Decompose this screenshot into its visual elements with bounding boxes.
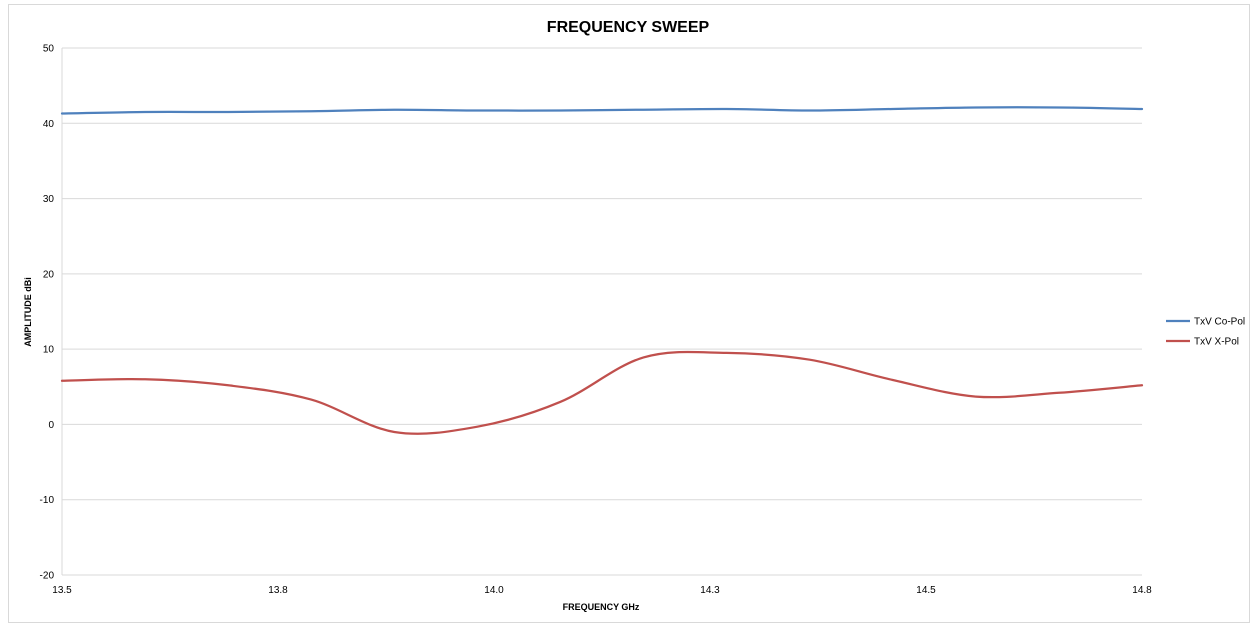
y-tick-label: 20 bbox=[43, 269, 55, 280]
x-tick-label: 13.8 bbox=[268, 585, 288, 596]
y-axis-title: AMPLITUDE dBi bbox=[23, 277, 33, 347]
y-tick-label: 30 bbox=[43, 194, 55, 205]
legend-label: TxV X-Pol bbox=[1194, 337, 1239, 348]
x-tick-label: 14.5 bbox=[916, 585, 936, 596]
chart-title: FREQUENCY SWEEP bbox=[547, 19, 710, 36]
x-tick-label: 13.5 bbox=[52, 585, 72, 596]
y-axis-ticks: -20 -10 0 10 20 30 40 50 bbox=[40, 44, 55, 582]
legend: TxV Co-Pol TxV X-Pol bbox=[1166, 317, 1245, 348]
y-tick-label: 0 bbox=[48, 420, 54, 431]
y-tick-label: -10 bbox=[40, 495, 55, 506]
x-tick-label: 14.0 bbox=[484, 585, 504, 596]
y-tick-label: 50 bbox=[43, 44, 55, 55]
series-line-x-pol bbox=[60, 350, 1144, 435]
y-tick-label: 40 bbox=[43, 119, 55, 130]
x-axis-title: FREQUENCY GHz bbox=[563, 602, 640, 612]
x-tick-label: 14.8 bbox=[1132, 585, 1152, 596]
x-axis-ticks: 13.5 13.8 14.0 14.3 14.5 14.8 bbox=[52, 585, 1152, 596]
series-lines bbox=[60, 106, 1144, 435]
series-line-co-pol bbox=[60, 106, 1144, 115]
gridlines bbox=[61, 47, 1142, 576]
x-tick-label: 14.3 bbox=[700, 585, 720, 596]
legend-label: TxV Co-Pol bbox=[1194, 317, 1245, 328]
y-tick-label: -20 bbox=[40, 571, 55, 582]
y-tick-label: 10 bbox=[43, 345, 55, 356]
